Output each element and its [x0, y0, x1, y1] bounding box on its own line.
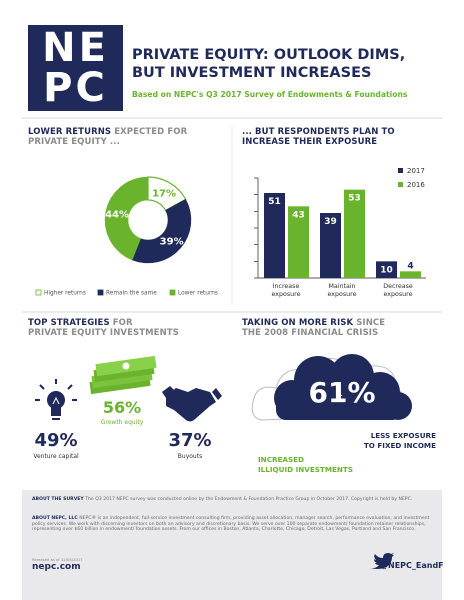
legend-label: Higher returns: [44, 291, 86, 297]
section-title-line: TAKING ON MORE RISK SINCE: [242, 318, 385, 328]
pie-slice: [104, 176, 149, 261]
risk-right: LESS EXPOSURE TO FIXED INCOME: [316, 431, 436, 451]
section-title-part: LOWER RETURNS: [28, 127, 112, 137]
risk-line: ILLIQUID INVESTMENTS: [258, 465, 353, 474]
risk-value: 61%: [308, 376, 376, 409]
logo-line: NE: [42, 25, 109, 71]
section-title-part: EXPECTED FOR: [114, 127, 188, 137]
about-survey: ABOUT THE SURVEY The Q3 2017 NEPC survey…: [32, 497, 434, 503]
about-nepc: ABOUT NEPC, LLC NEPC® is an independent,…: [32, 516, 434, 533]
title: PRIVATE EQUITY: OUTLOOK DIMS, BUT INVEST…: [132, 46, 405, 82]
bar: [344, 189, 365, 278]
x-tick-label: Maintain exposure: [327, 283, 357, 298]
text: The Q3 2017 NEPC survey was conducted on…: [85, 497, 413, 502]
section-title: TAKING ON MORE RISK SINCE THE 2008 FINANC…: [242, 318, 385, 338]
title-line: BUT INVESTMENT INCREASES: [132, 65, 372, 81]
x-tick-label: Increase exposure: [271, 283, 301, 298]
twitter: @NEPC_EandF: [380, 561, 444, 570]
legend-label: 2017: [407, 167, 425, 175]
bar-value-label: 51: [268, 197, 281, 207]
footer-box: [22, 490, 442, 600]
section-title-part: FOR: [112, 318, 133, 328]
twitter-icon: [370, 553, 394, 569]
bar-value-label: 39: [324, 217, 337, 227]
bar-value-label: 53: [348, 194, 361, 204]
pie-label: 17%: [152, 188, 176, 199]
section-title-line: TOP STRATEGIES FOR: [28, 318, 179, 328]
section-title-part: INCREASE THEIR EXPOSURE: [242, 137, 378, 147]
label: ABOUT NEPC, LLC: [32, 516, 78, 521]
bar: [376, 261, 397, 278]
bar: [288, 206, 309, 278]
title-line: PRIVATE EQUITY: OUTLOOK DIMS,: [132, 47, 406, 63]
section-title-line: INCREASE THEIR EXPOSURE: [242, 137, 395, 147]
legend-swatch: [398, 182, 403, 187]
strategy-value: 56%: [102, 398, 142, 417]
section-title-line: THE 2008 FINANCIAL CRISIS: [242, 328, 385, 338]
pie-label: 39%: [160, 236, 184, 247]
section-title: LOWER RETURNS EXPECTED FOR PRIVATE EQUITY…: [28, 127, 187, 147]
legend-swatch: [398, 168, 403, 173]
legend-label: Remain the same: [106, 291, 157, 297]
section-title: ... BUT RESPONDENTS PLAN TO INCREASE THEI…: [242, 127, 395, 147]
logo: NE PC: [28, 28, 123, 108]
money-icon: [89, 355, 157, 395]
label: ABOUT THE SURVEY: [32, 497, 84, 502]
section-title-part: ... BUT RESPONDENTS PLAN TO: [242, 127, 395, 137]
pie-label: 44%: [105, 210, 129, 221]
section-title-line: PRIVATE EQUITY ...: [28, 137, 187, 147]
bar: [320, 213, 341, 278]
legend-swatch: [35, 289, 42, 296]
risk-line: INCREASED: [258, 455, 305, 464]
strategy-name: Venture capital: [33, 453, 79, 460]
bar: [400, 271, 421, 278]
bar-value-label: 43: [292, 210, 305, 220]
legend-label: 2016: [407, 181, 425, 189]
section-title-part: TAKING ON MORE RISK: [242, 318, 354, 328]
legend-label: Lower returns: [178, 291, 218, 297]
section-title-line: PRIVATE EQUITY INVESTMENTS: [28, 328, 179, 338]
section-title: TOP STRATEGIES FOR PRIVATE EQUITY INVESTM…: [28, 318, 179, 338]
handshake-icon: [162, 386, 222, 422]
strategy-value: 37%: [168, 430, 212, 451]
risk-line: LESS EXPOSURE: [370, 431, 436, 440]
section-title-part: THE 2008 FINANCIAL CRISIS: [242, 328, 379, 338]
strategy-name: Growth equity: [100, 419, 144, 426]
risk-line: TO FIXED INCOME: [363, 441, 436, 450]
bar-value-label: 10: [380, 265, 393, 275]
section-title-part: PRIVATE EQUITY INVESTMENTS: [28, 328, 179, 338]
bar: [264, 193, 285, 278]
pie-slice: [131, 198, 192, 264]
legend-swatch: [169, 289, 176, 296]
text: NEPC® is an independent, full-service in…: [32, 516, 430, 533]
released: Released as of 12/05/2017: [32, 557, 83, 562]
x-tick-label: Decrease exposure: [383, 283, 413, 298]
strategy-value: 49%: [34, 430, 78, 451]
logo-box: [28, 25, 123, 111]
bar-value-label: 4: [407, 261, 413, 271]
section-title-part: PRIVATE EQUITY ...: [28, 137, 120, 147]
section-title-part: SINCE: [356, 318, 386, 328]
risk-left: INCREASED ILLIQUID INVESTMENTS: [258, 455, 353, 475]
lightbulb-icon: [35, 379, 77, 420]
logo-line: PC: [43, 65, 108, 111]
section-title-part: TOP STRATEGIES: [28, 318, 110, 328]
section-title-line: ... BUT RESPONDENTS PLAN TO: [242, 127, 395, 137]
legend-swatch: [97, 289, 104, 296]
subtitle: Based on NEPC's Q3 2017 Survey of Endowm…: [132, 90, 408, 99]
cloud: [274, 354, 412, 420]
strategy-name: Buyouts: [177, 453, 203, 460]
section-title-line: LOWER RETURNS EXPECTED FOR: [28, 127, 187, 137]
site: nepc.com: [32, 562, 81, 572]
